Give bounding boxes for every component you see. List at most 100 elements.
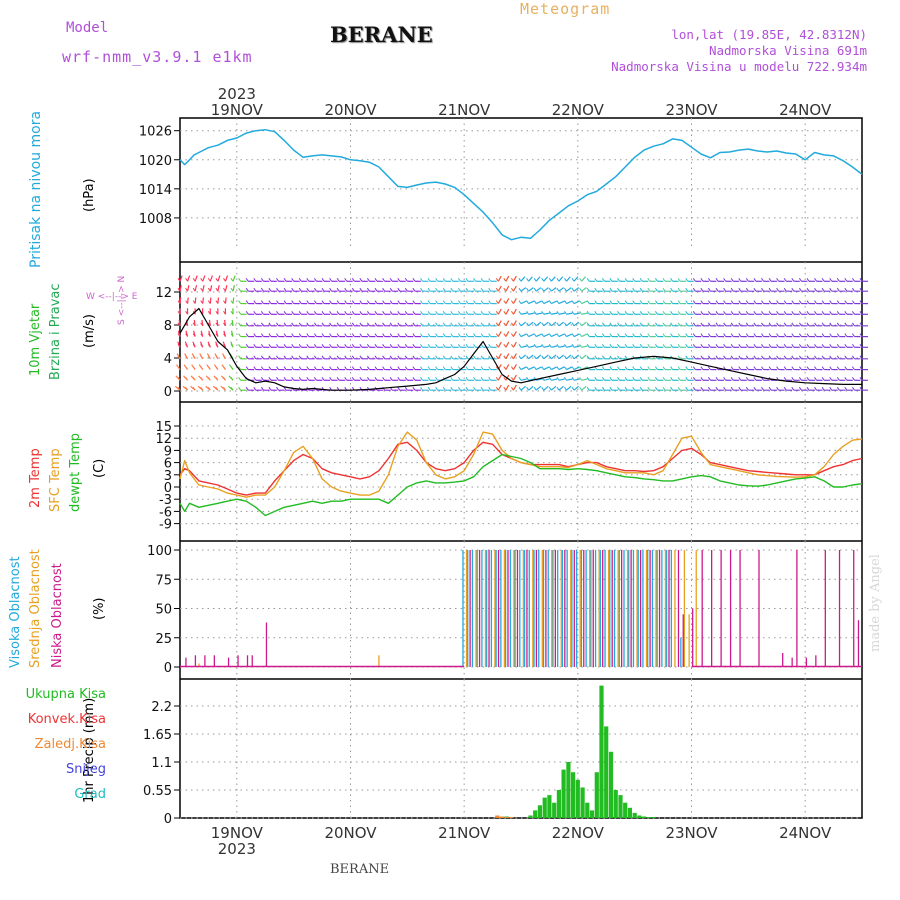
wind-barb-tick-309: [283, 278, 287, 282]
temp-sfc-line: [179, 431, 863, 498]
wind-barb-tick-1237: [601, 300, 605, 304]
wind-barb-tick-1011: [518, 386, 522, 391]
wind-barb-tick-1547: [707, 311, 711, 315]
wind-barb-tick-1115: [556, 355, 560, 360]
wind-barb-tick-7: [177, 311, 181, 315]
wind-barb-tick-507: [351, 278, 355, 282]
wind-barb-tick-1529: [700, 333, 704, 337]
wind-barb-tick-1213: [594, 287, 598, 292]
wind-barb-tick-123: [215, 344, 219, 348]
wind-barb-tick-317: [283, 322, 287, 327]
wind-barb-tick-595: [382, 278, 386, 282]
wind-barb-tick-1233: [601, 278, 605, 282]
wind-barb-tick-1857: [814, 322, 817, 327]
wind-barb-tick-5: [177, 300, 181, 304]
wind-barb-tick-1779: [783, 377, 787, 381]
wind-barb-tick-1321: [632, 278, 636, 282]
wind-barb-1152: [573, 321, 580, 327]
wind-barb-tick-1915: [836, 278, 840, 282]
wind-barb-tick-751: [435, 287, 439, 292]
wind-barb-tick-1375: [647, 333, 651, 337]
wind-barb-tick-923: [488, 386, 492, 391]
wind-barb-tick-887: [480, 311, 484, 315]
wind-barb-tick-21: [177, 386, 181, 391]
wind-barb-tick-283: [268, 377, 272, 381]
wind-barb-tick-1517: [692, 386, 696, 391]
wind-barb-tick-735: [427, 322, 431, 327]
wind-barb-tick-1391: [654, 300, 658, 304]
bottom-day-tick-3: 22NOV: [552, 824, 605, 842]
ytick-label-3-2: 50: [155, 603, 172, 618]
ytick-label-1-1: 4: [164, 352, 172, 367]
wind-barb-tick-463: [336, 278, 340, 282]
elevation-label: Nadmorska Visina 691m: [708, 43, 867, 58]
ytick-label-0-3: 1026: [139, 125, 172, 140]
wind-barb-tick-1823: [798, 377, 802, 381]
wind-barb-tick-1241: [601, 322, 605, 327]
wind-barb-tick-1077: [541, 386, 545, 391]
wind-barb-tick-1101: [556, 278, 560, 282]
bottom-day-tick-1: 20NOV: [324, 824, 377, 842]
wind-barb-tick-1709: [761, 355, 764, 360]
wind-barb-tick-939: [495, 355, 499, 360]
ytick-label-3-4: 100: [147, 544, 172, 559]
wind-barb-tick-1679: [753, 311, 757, 315]
wind-barb-1050: [535, 366, 542, 371]
wind-barb-tick-1763: [783, 287, 787, 292]
wind-barb-tick-1931: [836, 366, 840, 370]
wind-barb-tick-1809: [798, 300, 802, 304]
wind-barb-tick-1155: [571, 333, 575, 337]
wind-barb-tick-1471: [677, 377, 681, 381]
wind-barb-tick-1089: [548, 333, 552, 337]
wind-barb-tick-1501: [692, 300, 696, 304]
wind-barb-1158: [573, 354, 580, 360]
wind-barb-tick-1429: [662, 386, 666, 391]
wind-barb-tick-1643: [738, 355, 742, 360]
wind-barb-944: [497, 384, 502, 391]
wind-barb-tick-813: [450, 386, 454, 391]
wind-barb-tick-785: [442, 355, 446, 360]
wind-barb-tick-1983: [859, 287, 863, 292]
wind-barb-tick-1487: [685, 344, 689, 348]
wind-barb-tick-233: [253, 344, 257, 348]
wind-barb-tick-717: [420, 344, 423, 348]
wind-barb-1168: [581, 287, 587, 292]
wind-barb-tick-331: [291, 278, 295, 282]
wind-barb-tick-161: [230, 311, 234, 315]
wind-barb-tick-701: [412, 377, 416, 381]
wind-barb-tick-1625: [730, 377, 734, 381]
wind-barb-tick-1013: [526, 278, 529, 282]
wind-barb-tick-1987: [859, 311, 863, 315]
wind-barb-tick-1725: [768, 322, 772, 327]
wind-barb-tick-1269: [609, 355, 613, 360]
wind-barb-1184: [581, 378, 588, 381]
wind-barb-1126: [566, 300, 573, 305]
wind-barb-tick-1883: [821, 344, 825, 348]
wind-barb-tick-1387: [654, 278, 658, 282]
wind-barb-tick-1629: [738, 278, 742, 282]
wind-barb-1160: [573, 366, 580, 371]
wind-barb-tick-1127: [564, 300, 567, 304]
wind-barb-tick-963: [503, 366, 507, 370]
wind-barb-tick-1045: [533, 333, 537, 337]
wind-barb-tick-1633: [738, 300, 742, 304]
wind-barb-tick-449: [329, 322, 332, 327]
wind-barb-tick-1055: [533, 386, 537, 391]
wind-barb-tick-1715: [761, 386, 764, 391]
wind-barb-tick-541: [359, 344, 363, 348]
wind-barb-tick-379: [306, 300, 310, 304]
wind-barb-1146: [573, 287, 580, 292]
wind-barb-tick-343: [291, 344, 295, 348]
wind-speed-line: [179, 307, 862, 391]
wind-barb-tick-1495: [685, 386, 689, 391]
wind-barb-tick-447: [329, 311, 332, 315]
wind-barb-tick-305: [276, 377, 279, 381]
total-precip-bar-12: [575, 779, 580, 818]
wind-barb-tick-491: [344, 311, 348, 315]
wind-barb-tick-1603: [723, 377, 727, 381]
wind-barb-92: [209, 297, 212, 304]
wind-barb-984: [512, 364, 517, 370]
wind-barb-978: [512, 331, 517, 337]
wind-barb-1120: [558, 385, 564, 391]
wind-barb-1104: [558, 300, 565, 305]
